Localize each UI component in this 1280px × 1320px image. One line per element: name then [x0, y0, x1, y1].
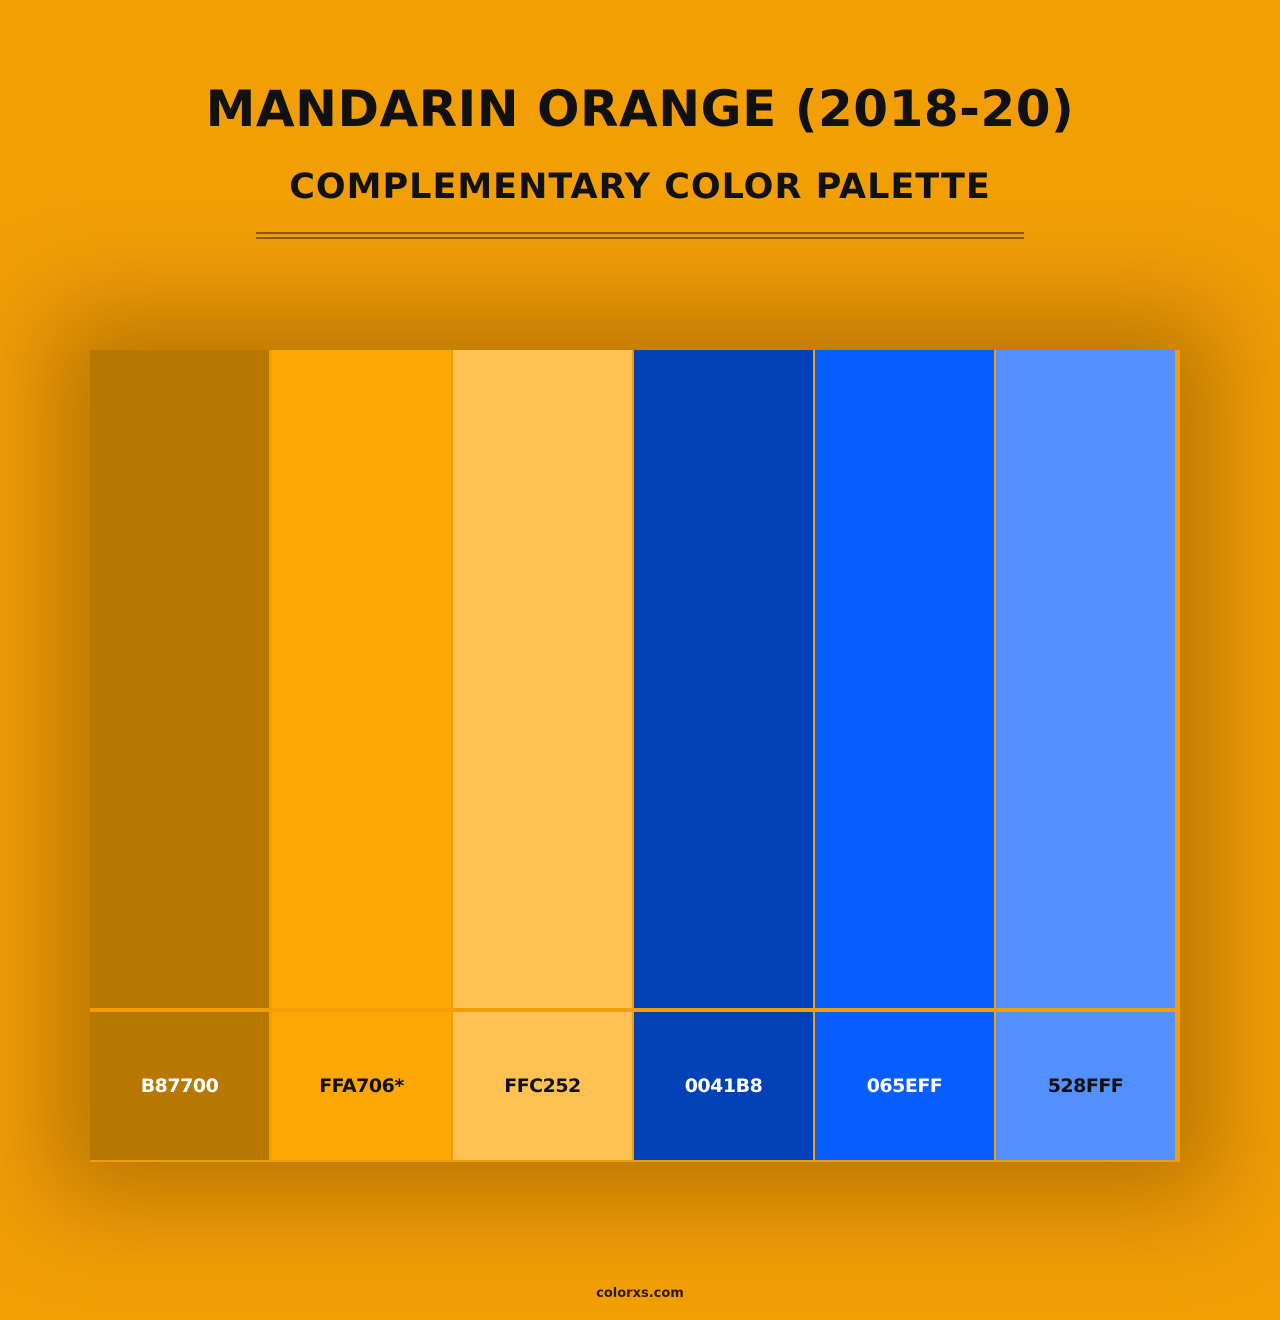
page-title: MANDARIN ORANGE (2018-20) — [205, 80, 1075, 138]
swatch-6-label-block[interactable]: 528FFF — [996, 1012, 1175, 1160]
swatch-3-color-block[interactable] — [453, 350, 632, 1008]
swatch-5-color-block[interactable] — [815, 350, 994, 1008]
swatch-2-color-block[interactable] — [272, 350, 451, 1008]
swatch-5-hex-label: 065EFF — [866, 1075, 943, 1097]
swatch-1-hex-label: B87700 — [140, 1075, 219, 1097]
swatch-4-hex-label: 0041B8 — [684, 1075, 763, 1097]
swatch-6-color-block[interactable] — [996, 350, 1175, 1008]
swatch-2-label-block[interactable]: FFA706* — [272, 1012, 451, 1160]
swatch-3-label-block[interactable]: FFC252 — [453, 1012, 632, 1160]
swatch-4-label-block[interactable]: 0041B8 — [634, 1012, 813, 1160]
title-divider-bottom-line — [256, 237, 1024, 239]
swatch-6-hex-label: 528FFF — [1047, 1075, 1124, 1097]
swatch-1-label-block[interactable]: B87700 — [90, 1012, 269, 1160]
swatch-4-color-block[interactable] — [634, 350, 813, 1008]
swatch-2-hex-label: FFA706* — [319, 1075, 404, 1097]
title-divider-top-line — [256, 232, 1024, 234]
page-subtitle: COMPLEMENTARY COLOR PALETTE — [289, 167, 991, 207]
swatch-3-hex-label: FFC252 — [504, 1075, 581, 1097]
site-footer-credit[interactable]: colorxs.com — [596, 1286, 684, 1301]
swatch-5-label-block[interactable]: 065EFF — [815, 1012, 994, 1160]
swatch-1-color-block[interactable] — [90, 350, 269, 1008]
color-palette: B87700 FFA706* FFC252 0041B8 065EFF 528F… — [90, 350, 1180, 1162]
